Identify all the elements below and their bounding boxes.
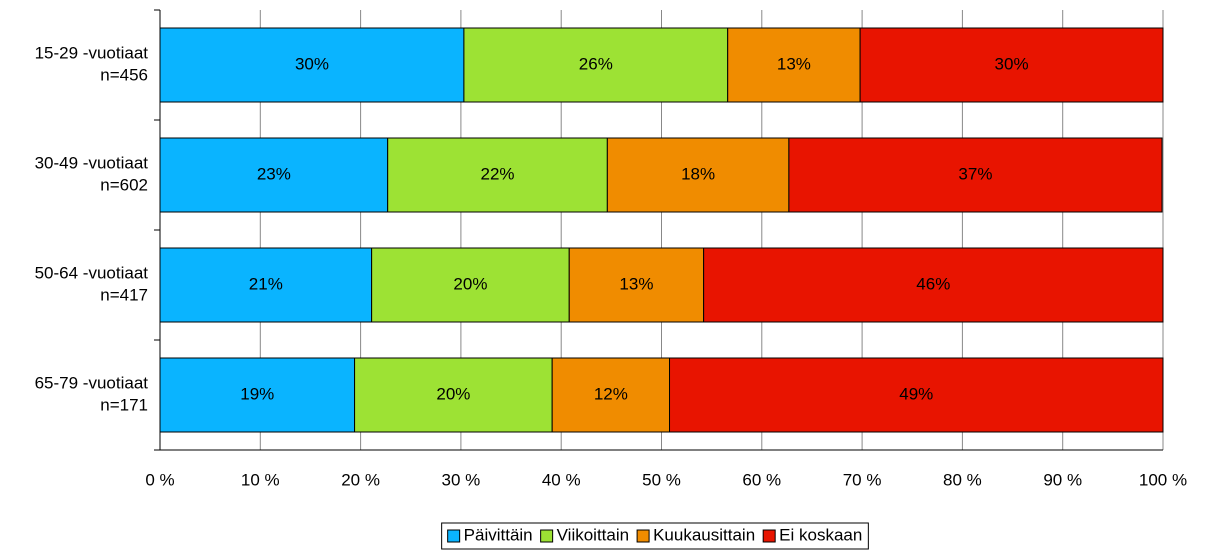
legend: Päivittäin Viikoittain Kuukausittain Ei kos…: [441, 522, 869, 550]
bar: [463, 27, 729, 103]
bar: [788, 137, 1163, 213]
x-tick-label: 100 %: [1139, 470, 1187, 489]
legend-swatch: [636, 529, 650, 543]
x-tick-label: 20 %: [341, 470, 380, 489]
legend-box: [441, 522, 869, 550]
value-label: 12%: [594, 384, 628, 403]
x-tick-label: 50 %: [642, 470, 681, 489]
value-label: 20%: [453, 274, 487, 293]
value-label: 23%: [257, 164, 291, 183]
bar: [669, 357, 1164, 433]
legend-swatch: [762, 529, 776, 543]
x-tick-label: 30 %: [442, 470, 481, 489]
bar: [568, 247, 705, 323]
y-tick-label: n=456: [100, 65, 148, 84]
value-label: 30%: [995, 54, 1029, 73]
value-label: 22%: [480, 164, 514, 183]
legend-label: Päivittäin: [464, 525, 533, 544]
y-tick-label: 30-49 -vuotiaat: [35, 153, 149, 172]
value-label: 13%: [619, 274, 653, 293]
legend-label: Viikoittain: [557, 525, 629, 544]
x-tick-label: 90 %: [1043, 470, 1082, 489]
bar: [159, 357, 356, 433]
x-tick-label: 80 %: [943, 470, 982, 489]
y-tick-label: 15-29 -vuotiaat: [35, 43, 149, 62]
value-label: 19%: [240, 384, 274, 403]
value-label: 21%: [249, 274, 283, 293]
bar: [159, 27, 465, 103]
legend-label: Ei koskaan: [779, 525, 862, 544]
value-label: 20%: [436, 384, 470, 403]
y-tick-label: n=417: [100, 285, 148, 304]
bar: [371, 247, 570, 323]
value-label: 37%: [958, 164, 992, 183]
bar: [727, 27, 861, 103]
value-label: 18%: [681, 164, 715, 183]
x-tick-label: 40 %: [542, 470, 581, 489]
x-tick-label: 70 %: [843, 470, 882, 489]
x-tick-label: 0 %: [145, 470, 174, 489]
y-tick-label: 65-79 -vuotiaat: [35, 373, 149, 392]
value-label: 26%: [579, 54, 613, 73]
x-tick-label: 10 %: [241, 470, 280, 489]
bar: [551, 357, 671, 433]
value-label: 46%: [916, 274, 950, 293]
bar: [354, 357, 553, 433]
y-tick-label: n=602: [100, 175, 148, 194]
value-label: 30%: [295, 54, 329, 73]
value-label: 49%: [899, 384, 933, 403]
legend-label: Kuukausittain: [653, 525, 755, 544]
y-tick-label: 50-64 -vuotiaat: [35, 263, 149, 282]
value-label: 13%: [777, 54, 811, 73]
legend-swatch: [447, 529, 461, 543]
bar: [606, 137, 790, 213]
bar: [387, 137, 608, 213]
bar: [859, 27, 1164, 103]
bar: [703, 247, 1164, 323]
x-tick-label: 60 %: [742, 470, 781, 489]
legend-swatch: [540, 529, 554, 543]
y-tick-label: n=171: [100, 395, 148, 414]
